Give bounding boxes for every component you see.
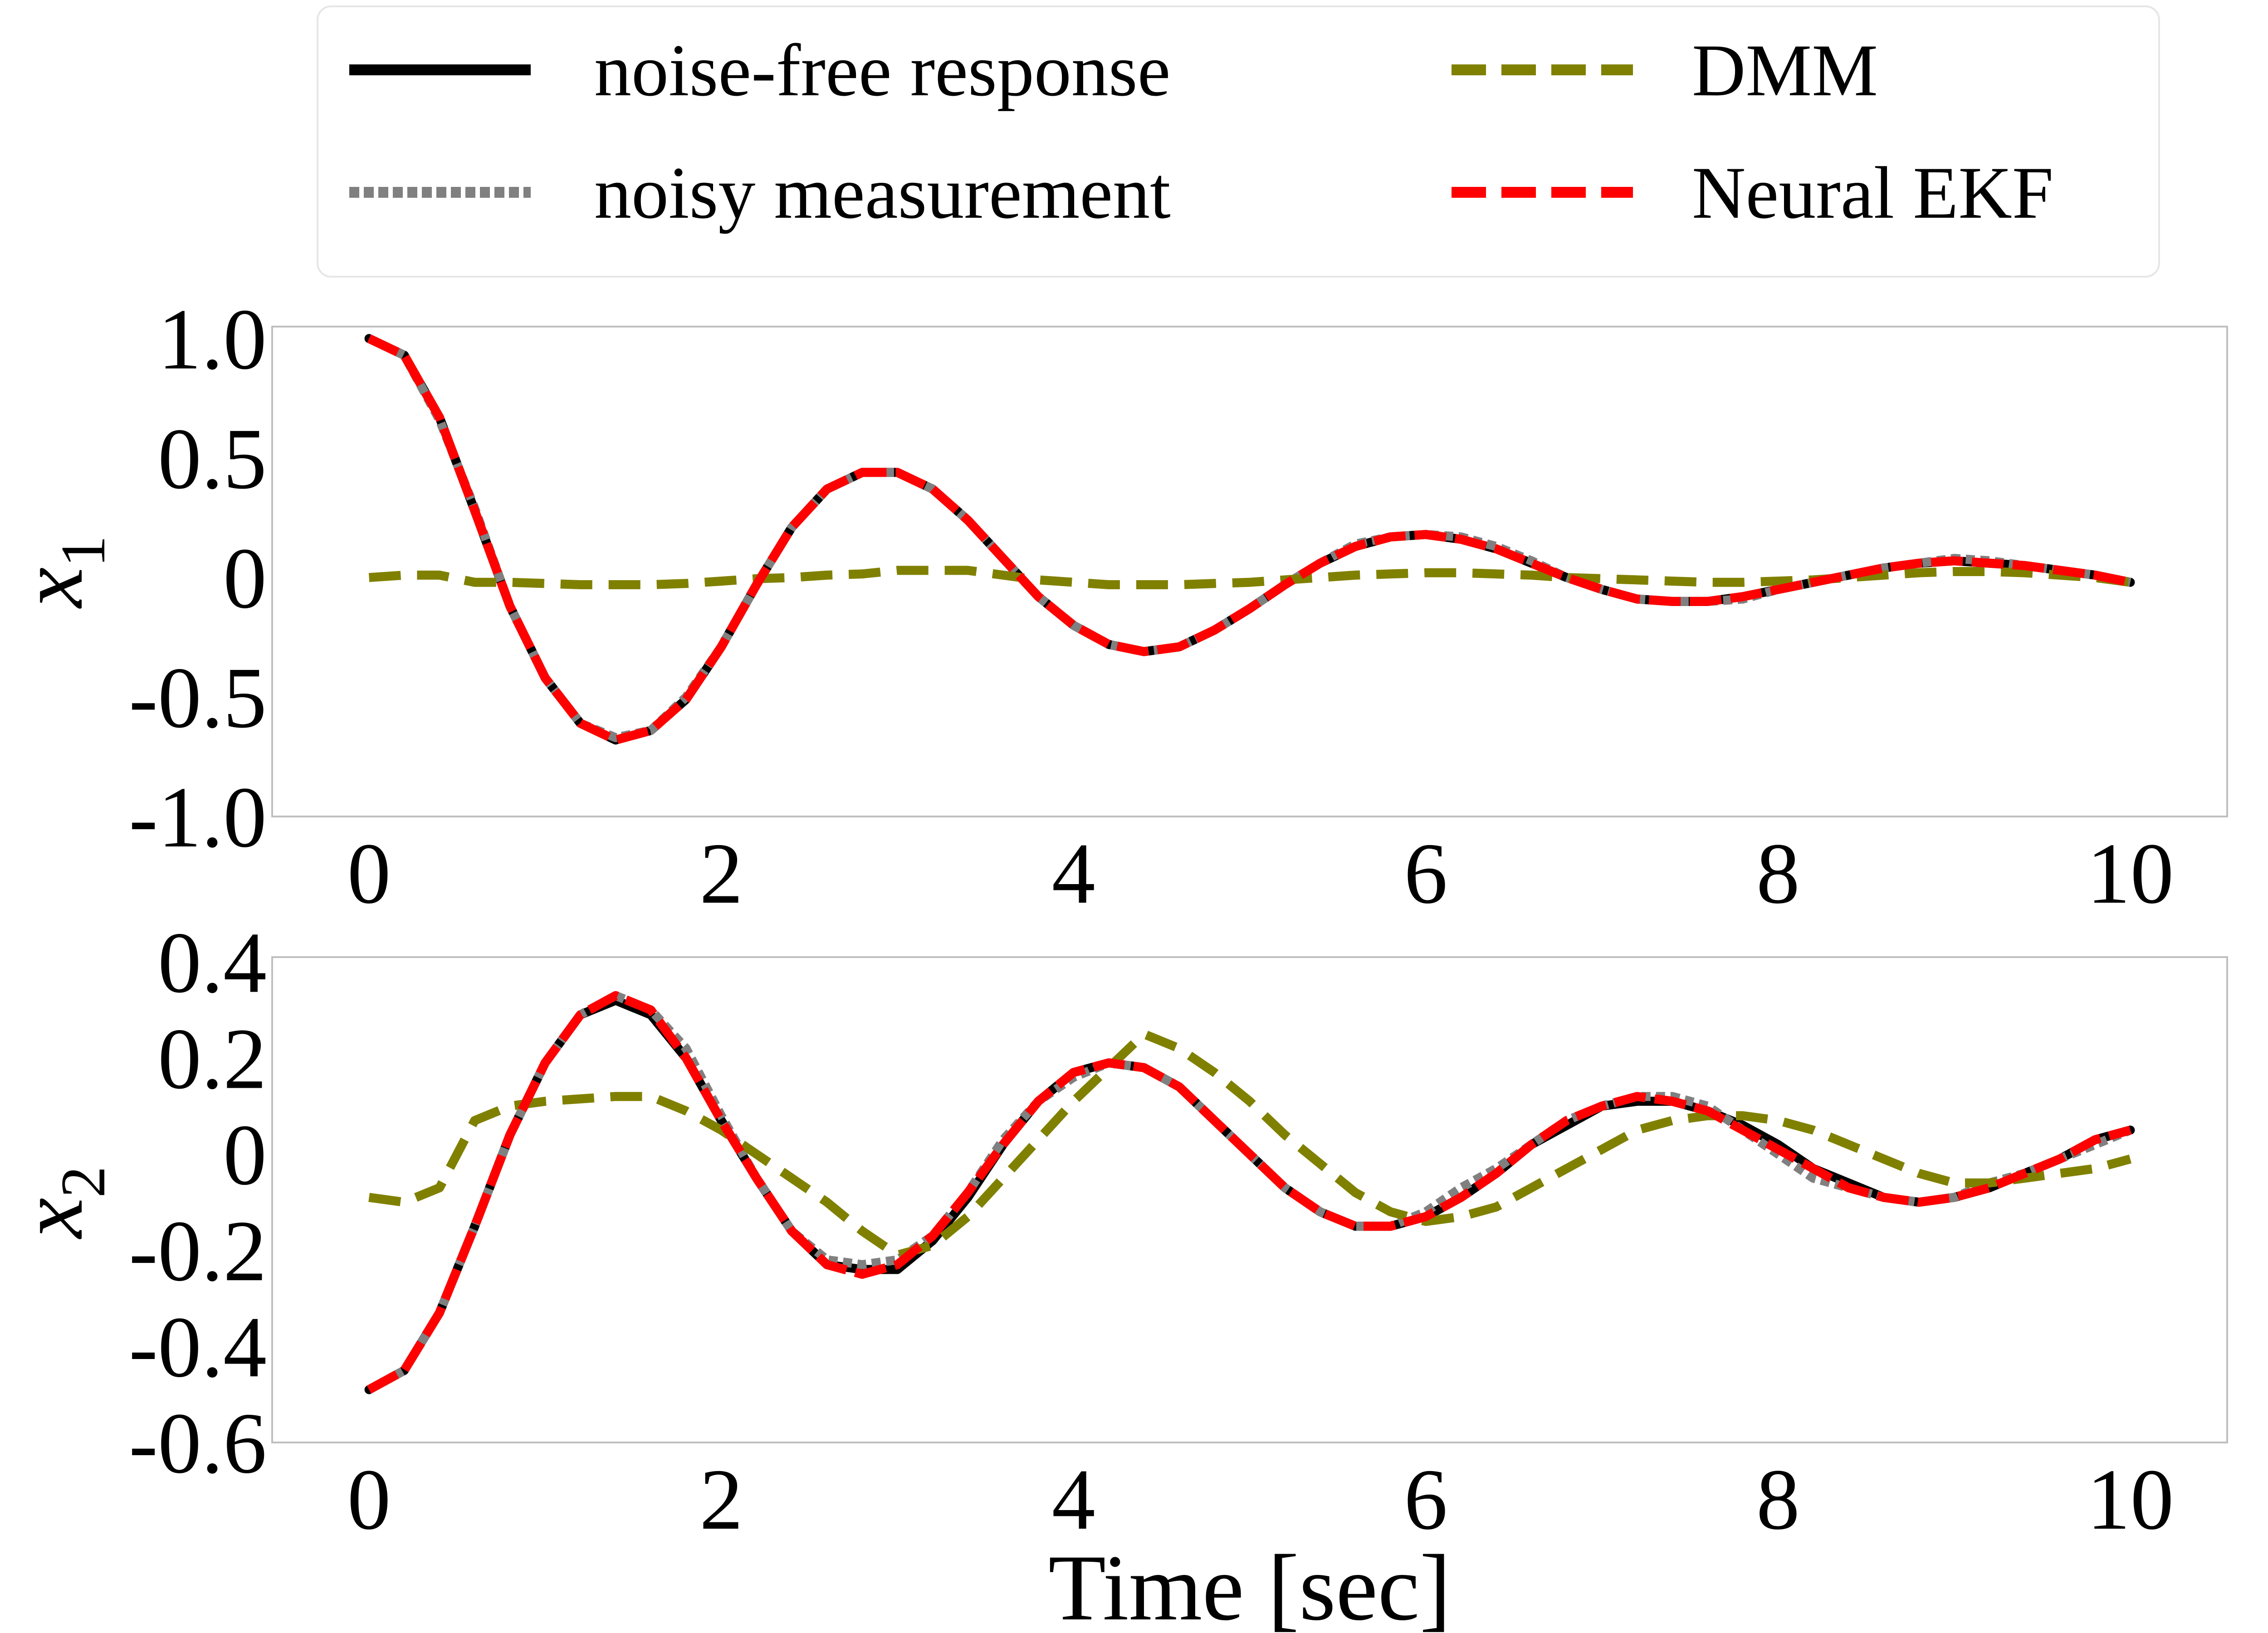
subplot-x1-frame	[271, 326, 2228, 817]
x2-xtick-5: 10	[2087, 1451, 2174, 1548]
series-x1-noisy	[367, 334, 2131, 743]
x1-xtick-5: 10	[2087, 825, 2174, 922]
x1-xtick-1: 2	[699, 825, 743, 922]
x2-ylabel-subscript: 2	[48, 1166, 118, 1198]
x2-xtick-3: 6	[1404, 1451, 1447, 1548]
x1-xtick-3: 6	[1404, 825, 1447, 922]
x1-ytick-4: -1.0	[129, 769, 267, 865]
legend-label-neural-ekf: Neural EKF	[1692, 152, 2053, 234]
x2-ytick-1: 0.2	[158, 1011, 267, 1107]
subplot-x2: 0 2 4 6 8 10 0.4 0.2 0 -0.2 -0.4 -0.6 x2	[1, 914, 2228, 1548]
x1-ytick-2: 0	[223, 530, 267, 626]
x1-ytick-1: 0.5	[158, 411, 267, 507]
x1-ytick-3: -0.5	[129, 650, 267, 746]
legend-label-noisy: noisy measurement	[594, 152, 1171, 234]
subplot-x2-ylabel: x2	[1, 1166, 118, 1240]
x1-ylabel-subscript: 1	[48, 536, 118, 567]
legend-label-dmm: DMM	[1692, 29, 1878, 112]
subplot-x1-ylabel: x1	[1, 536, 118, 609]
x2-ytick-3: -0.2	[129, 1203, 267, 1299]
series-x1-neural-ekf	[367, 334, 2131, 745]
x1-xtick-2: 4	[1052, 825, 1095, 922]
subplot-x2-series	[364, 991, 2135, 1394]
x2-ylabel-base: x	[1, 1198, 102, 1240]
legend-frame	[317, 5, 2160, 278]
x1-xtick-0: 0	[347, 825, 391, 922]
x2-ytick-0: 0.4	[158, 914, 267, 1011]
series-x2-neural-ekf	[367, 991, 2132, 1394]
series-x1-noise-free	[364, 334, 2135, 745]
subplot-x1: 0 2 4 6 8 10 1.0 0.5 0 -0.5 -1.0 x1	[1, 291, 2228, 922]
legend-label-noise-free: noise-free response	[594, 29, 1170, 112]
subplot-x2-frame	[271, 956, 2228, 1443]
legend: noise-free response noisy measurement DM…	[317, 5, 2160, 278]
x2-xtick-1: 2	[699, 1451, 743, 1548]
x1-ylabel-base: x	[1, 567, 102, 609]
subplot-x2-xticks: 0 2 4 6 8 10	[347, 1451, 2174, 1548]
x2-xtick-4: 8	[1756, 1451, 1800, 1548]
subplot-x1-series	[364, 334, 2135, 745]
x2-ytick-2: 0	[223, 1106, 267, 1203]
subplot-x1-yticks: 1.0 0.5 0 -0.5 -1.0	[129, 291, 267, 865]
subplot-x1-xticks: 0 2 4 6 8 10	[347, 825, 2174, 922]
x2-xtick-0: 0	[347, 1451, 391, 1548]
x2-ytick-4: -0.4	[129, 1299, 267, 1395]
x1-xtick-4: 8	[1756, 825, 1800, 922]
x-axis-label: Time [sec]	[1048, 1535, 1451, 1633]
x1-ytick-0: 1.0	[158, 291, 267, 387]
subplot-x2-yticks: 0.4 0.2 0 -0.2 -0.4 -0.6	[129, 914, 267, 1491]
x2-xtick-2: 4	[1052, 1451, 1095, 1548]
series-x2-dmm	[368, 1029, 2132, 1260]
x2-ytick-5: -0.6	[129, 1395, 267, 1491]
